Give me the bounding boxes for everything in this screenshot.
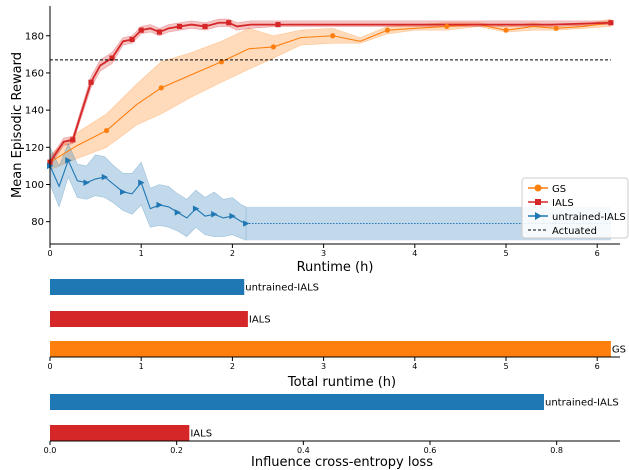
x-tick-label: 0: [47, 249, 52, 258]
untrained-ials-point: [211, 211, 218, 218]
x-tick-label: 4: [412, 362, 417, 371]
legend-entry-gs: GS: [528, 184, 566, 195]
gs-point: [444, 23, 450, 30]
legend-gs-marker: [534, 184, 542, 192]
ials-point: [156, 29, 163, 35]
x-tick-label: 5: [503, 362, 508, 371]
x-tick-label: 3: [321, 249, 326, 258]
gs-point: [218, 59, 225, 65]
x-tick-label: 2: [230, 249, 235, 258]
ials-bar-label: IALS: [249, 315, 271, 326]
gs-point: [158, 85, 164, 91]
legend-actuated-label: Actuated: [552, 226, 597, 237]
legend-ials-label: IALS: [552, 198, 574, 209]
gs-bar: [50, 341, 611, 357]
runtime-reward-line-chart: 80 100 120 140 160 180 0 1 2 3 4 5 6 Runtime (h) Me…: [10, 6, 629, 275]
y-tick-label: 100: [25, 180, 44, 191]
legend-untrained-ials-marker: [535, 212, 542, 220]
ials-bar-label: IALS: [190, 429, 212, 440]
x-tick-label: 2: [230, 362, 235, 371]
ials-point: [275, 21, 281, 28]
legend-entry-actuated: Actuated: [528, 226, 597, 237]
ials-point: [176, 23, 183, 30]
untrained-ials-line: [49, 158, 247, 225]
x-tick-label: 0.4: [297, 446, 310, 455]
ials-line: [49, 21, 611, 163]
x-tick-label: 1: [139, 362, 144, 371]
ials-point: [70, 137, 76, 143]
ials-point: [138, 27, 144, 33]
gs-bar-label: GS: [612, 345, 626, 356]
legend-ials-marker: [535, 199, 541, 205]
influence-loss-bar-chart: untrained-IALS IALS 0.0 0.2 0.4 0.6 0.8 Influ…: [44, 394, 620, 470]
untrained-ials-bar-label: untrained-IALS: [545, 398, 619, 409]
legend-entry-ials: IALS: [528, 198, 574, 209]
y-axis-label: Mean Episodic Reward: [10, 52, 25, 198]
untrained-ials-point: [138, 179, 145, 186]
legend-entry-untrained-ials: untrained-IALS: [528, 212, 626, 223]
y-tick-label: 160: [25, 68, 44, 79]
untrained-ials-point: [101, 173, 109, 181]
x-axis-label: Influence cross-entropy loss: [251, 455, 433, 470]
ials-point: [88, 79, 94, 85]
ials-point: [608, 20, 614, 26]
x-tick-label: 0: [47, 362, 52, 371]
y-tick-label: 180: [25, 31, 44, 42]
x-tick-label: 4: [412, 249, 417, 258]
untrained-ials-confidence-band: [49, 142, 247, 241]
untrained-ials-point: [156, 201, 163, 209]
untrained-ials-bar-label: untrained-IALS: [245, 283, 319, 294]
untrained-ials-point: [119, 188, 127, 196]
gs-confidence-band: [49, 18, 612, 171]
x-tick-label: 1: [139, 249, 144, 258]
y-tick-label: 120: [25, 143, 44, 154]
x-tick-label: 0.6: [424, 446, 437, 455]
gs-point: [503, 27, 509, 33]
ials-point: [109, 55, 115, 61]
ials-point: [226, 20, 232, 26]
x-tick-label: 3: [321, 362, 326, 371]
gs-point: [270, 44, 277, 50]
ials-bar: [50, 311, 248, 327]
x-tick-label: 0.2: [170, 446, 183, 455]
gs-point: [384, 27, 391, 33]
x-tick-label: 6: [595, 249, 600, 258]
gs-point: [553, 25, 559, 31]
legend-box: [521, 177, 629, 239]
x-axis-label: Total runtime (h): [287, 375, 396, 390]
untrained-ials-point: [229, 212, 236, 220]
untrained-ials-bar: [50, 394, 544, 410]
untrained-ials-point: [192, 205, 200, 212]
legend-gs-label: GS: [552, 184, 566, 195]
gs-point: [330, 33, 336, 39]
legend: GS IALS untrained-IALS Actuated: [521, 177, 629, 239]
total-runtime-bar-chart: untrained-IALS IALS GS 0 1 2 3 4 5 6 Total runti…: [47, 279, 626, 390]
untrained-ials-bar: [50, 279, 245, 295]
ials-point: [202, 23, 208, 30]
legend-untrained-ials-label: untrained-IALS: [552, 212, 626, 223]
untrained-ials-point: [65, 157, 72, 164]
untrained-ials-point: [174, 209, 182, 216]
y-tick-label: 80: [31, 217, 44, 228]
x-axis-label: Runtime (h): [297, 260, 374, 275]
gs-point: [103, 127, 110, 134]
ials-bar: [50, 425, 190, 441]
ials-point: [129, 36, 135, 43]
x-tick-label: 0.0: [44, 446, 57, 455]
y-tick-label: 140: [25, 106, 44, 117]
x-tick-label: 6: [595, 362, 600, 371]
x-tick-label: 0.8: [550, 446, 563, 455]
untrained-ials-point: [83, 179, 90, 186]
untrained-ials-point: [243, 220, 250, 227]
x-tick-label: 5: [503, 249, 508, 258]
